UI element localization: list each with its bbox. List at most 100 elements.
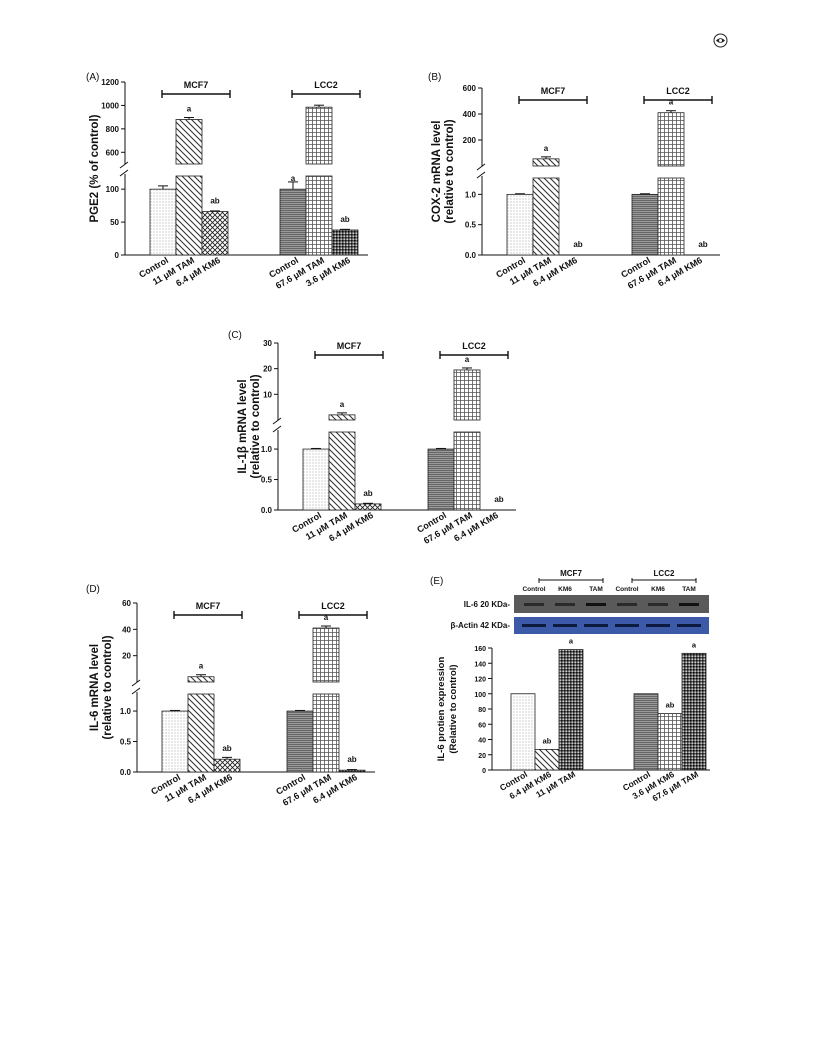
y-tick-label: 0 [115, 251, 120, 260]
significance-label: a [324, 613, 329, 622]
panel-label: (C) [228, 330, 242, 341]
bar [427, 448, 455, 511]
panel-b: (B) COX-2 mRNA level (relative to control)… [428, 72, 720, 291]
blot-actin-strip [514, 617, 709, 634]
y-tick-label: 80 [478, 707, 486, 714]
y-tick-label: 200 [463, 136, 477, 145]
group-label: MCF7 [541, 86, 566, 96]
bar [305, 175, 333, 256]
bar [657, 177, 685, 256]
bar [657, 713, 683, 771]
axis-break [119, 169, 129, 177]
significance-label: a [669, 98, 674, 107]
y-tick-label: 1000 [101, 101, 119, 110]
significance-label: ab [573, 240, 582, 249]
y-axis-label: COX-2 mRNA level [431, 121, 443, 223]
y-tick-label: 40 [478, 738, 486, 745]
y-axis-label: (Relative to control) [448, 664, 459, 753]
bar [175, 175, 203, 256]
group-label: MCF7 [184, 80, 209, 90]
axis-break [131, 687, 141, 695]
y-tick-label: 40 [122, 625, 131, 634]
axis-break [272, 425, 282, 433]
y-axis-label: (relative to control) [250, 374, 262, 478]
blot-lane-label: TAM [682, 586, 696, 593]
blot-il6-strip [514, 595, 709, 613]
blot-band [553, 624, 577, 627]
significance-label: a [465, 355, 470, 364]
bar [633, 693, 659, 771]
blot-lane-label: Control [522, 586, 545, 593]
bar [149, 188, 177, 256]
y-tick-label: 0.0 [261, 506, 273, 515]
blot-band [555, 603, 575, 606]
blot-row-label: β-Actin 42 KDa- [450, 621, 510, 630]
y-tick-label: 20 [263, 365, 272, 374]
panel-e: (E) MCF7 LCC2 Control KM6 TAM Control KM6 TAM IL-… [430, 569, 710, 803]
bar [286, 710, 314, 773]
significance-label: a [199, 662, 204, 671]
y-tick-label: 0.5 [120, 738, 132, 747]
significance-label: a [340, 400, 345, 409]
y-tick-label: 60 [122, 599, 131, 608]
blot-band [679, 603, 699, 606]
axis-break [476, 171, 486, 179]
bar [506, 193, 534, 256]
bar [453, 369, 481, 421]
significance-label: a [187, 104, 192, 113]
bar [213, 758, 241, 773]
axis-break [119, 161, 129, 169]
blot-band [677, 624, 701, 627]
bar [312, 693, 340, 773]
bar [312, 627, 340, 683]
significance-label: a [692, 640, 697, 649]
bar [532, 177, 560, 256]
blot-band [617, 603, 637, 606]
group-label: MCF7 [337, 341, 362, 351]
y-axis-label: IL-6 protien expression [436, 657, 447, 762]
group-label: LCC2 [666, 86, 690, 96]
panel-label: (A) [86, 72, 99, 83]
bar [453, 431, 481, 511]
blot-band [522, 624, 546, 627]
y-tick-label: 10 [263, 390, 272, 399]
y-tick-label: 60 [478, 722, 486, 729]
group-label: MCF7 [196, 601, 221, 611]
blot-row-label: IL-6 20 KDa- [464, 600, 511, 609]
y-tick-label: 800 [106, 125, 120, 134]
panel-c: (C) IL-1β mRNA level (relative to control)… [228, 330, 516, 546]
bar [302, 448, 330, 511]
bar [175, 119, 203, 165]
y-tick-label: 1.0 [261, 445, 273, 454]
significance-label: ab [222, 744, 231, 753]
significance-label: ab [347, 755, 356, 764]
bar [328, 414, 356, 421]
bar [510, 693, 536, 771]
significance-label: ab [666, 701, 675, 710]
y-tick-label: 30 [263, 339, 272, 348]
significance-label: a [569, 637, 574, 646]
axis-break [272, 417, 282, 425]
axis-break [476, 163, 486, 171]
panel-d: (D) IL-6 mRNA level (relative to control) 0… [86, 584, 375, 808]
significance-label: a [291, 174, 296, 183]
y-tick-label: 160 [474, 646, 486, 653]
y-axis-label: IL-1β mRNA level [237, 379, 249, 473]
bar [328, 431, 356, 511]
y-tick-label: 600 [106, 148, 120, 157]
y-tick-label: 100 [106, 185, 120, 194]
bar [338, 769, 366, 773]
y-axis-label: (relative to control) [444, 119, 456, 223]
y-tick-label: 0.0 [465, 251, 477, 260]
bar [187, 693, 215, 773]
y-tick-label: 1.0 [465, 190, 477, 199]
axis-break [131, 679, 141, 687]
y-tick-label: 20 [122, 652, 131, 661]
significance-label: ab [543, 736, 552, 745]
y-tick-label: 0.5 [261, 476, 273, 485]
y-tick-label: 20 [478, 753, 486, 760]
bar [279, 188, 307, 256]
bar [532, 158, 560, 167]
blot-band [648, 603, 668, 606]
